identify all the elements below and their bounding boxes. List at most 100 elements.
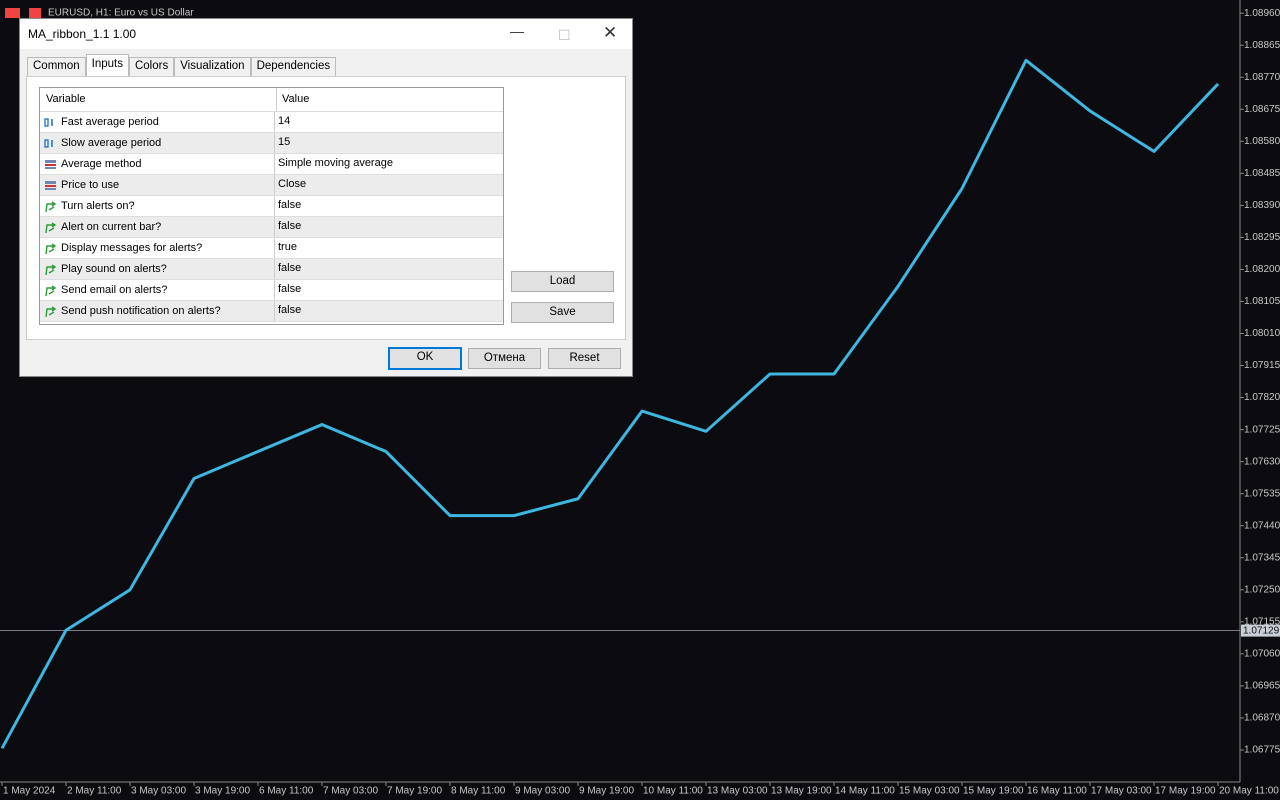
x-tick-label: 20 May 11:00 <box>1219 786 1279 797</box>
input-row[interactable]: Turn alerts on? false <box>40 196 503 217</box>
x-tick-label: 15 May 03:00 <box>899 786 960 797</box>
x-tick-label: 17 May 03:00 <box>1091 786 1152 797</box>
dialog-title: MA_ribbon_1.1 1.00 <box>28 27 137 41</box>
x-tick-label: 16 May 11:00 <box>1027 786 1087 797</box>
value[interactable]: Simple moving average <box>278 157 393 169</box>
input-row[interactable]: Slow average period 15 <box>40 133 503 154</box>
y-tick-label: 1.08770 <box>1244 72 1280 83</box>
bool-icon <box>45 284 57 296</box>
x-tick-label: 7 May 03:00 <box>323 786 378 797</box>
x-tick-label: 13 May 19:00 <box>771 786 832 797</box>
dialog: MA_ribbon_1.1 1.00 — ☐ ✕ Common Inputs C… <box>19 18 633 377</box>
maximize[interactable]: ☐ <box>558 27 571 43</box>
variable-cell: Price to use <box>40 175 275 195</box>
tabs: Common Inputs Colors Visualization Depen… <box>27 54 337 77</box>
tab[interactable]: Visualization <box>174 57 251 76</box>
bool-icon <box>45 305 57 317</box>
value[interactable]: Close <box>278 178 307 190</box>
y-tick-label: 1.08580 <box>1244 136 1280 147</box>
x-tick-label: 2 May 11:00 <box>67 786 122 797</box>
inputs-panel: Variable Value Fast average period 14 Slow … <box>26 76 626 340</box>
variable: Display messages for alerts? <box>61 241 203 254</box>
value[interactable]: true <box>278 241 297 253</box>
variable-cell: Slow average period <box>40 133 275 153</box>
value[interactable]: false <box>278 262 302 274</box>
y-tick-label: 1.06965 <box>1244 681 1280 692</box>
input-row[interactable]: Fast average period 14 <box>40 112 503 133</box>
y-tick-label: 1.07535 <box>1244 488 1280 499</box>
y-tick-label: 1.08010 <box>1244 328 1280 339</box>
title-bar: MA_ribbon_1.1 1.00 — ☐ ✕ <box>20 19 632 49</box>
input-row[interactable]: Send push notification on alerts? false <box>40 301 503 322</box>
x-tick-label: 10 May 11:00 <box>643 786 703 797</box>
value[interactable]: false <box>278 199 302 211</box>
input-row[interactable]: Price to use Close <box>40 175 503 196</box>
x-tick-label: 15 May 19:00 <box>963 786 1024 797</box>
variable-cell: Display messages for alerts? <box>40 238 275 258</box>
variable: Send email on alerts? <box>61 283 168 296</box>
y-tick-label: 1.07630 <box>1244 456 1280 467</box>
value[interactable]: false <box>278 304 302 316</box>
y-tick-label: 1.07250 <box>1244 584 1280 595</box>
input-row[interactable]: Send email on alerts? false <box>40 280 503 301</box>
cancel-button[interactable]: Отмена <box>468 348 541 369</box>
y-tick-label: 1.08485 <box>1244 168 1280 179</box>
variable: Alert on current bar? <box>61 220 162 233</box>
input-row[interactable]: Play sound on alerts? false <box>40 259 503 280</box>
y-tick-label: 1.07345 <box>1244 552 1280 563</box>
input-row[interactable]: Alert on current bar? false <box>40 217 503 238</box>
x-tick-label: 8 May 11:00 <box>451 786 506 797</box>
x-tick-label: 3 May 19:00 <box>195 786 250 797</box>
value[interactable]: false <box>278 283 302 295</box>
tab[interactable]: Inputs <box>85 54 129 77</box>
ok-button[interactable]: OK <box>388 347 462 370</box>
current-price-label: 1.07129 <box>1243 625 1280 636</box>
variable: Turn alerts on? <box>61 199 135 212</box>
x-tick-label: 7 May 19:00 <box>387 786 442 797</box>
value[interactable]: false <box>278 220 302 232</box>
current-price-box <box>1241 624 1280 637</box>
variable: Average method <box>61 157 142 170</box>
tab[interactable]: Colors <box>128 57 175 76</box>
variable-cell: Alert on current bar? <box>40 217 275 237</box>
load-button[interactable]: Load <box>511 271 614 292</box>
tab[interactable]: Dependencies <box>250 57 337 76</box>
window-title: EURUSD, H1: Euro vs US Dollar <box>48 8 194 19</box>
variable: Play sound on alerts? <box>61 262 167 275</box>
close[interactable]: ✕ <box>603 23 618 42</box>
input-row[interactable]: Display messages for alerts? true <box>40 238 503 259</box>
bool-icon <box>45 221 57 233</box>
y-tick-label: 1.07060 <box>1244 649 1280 660</box>
y-tick-label: 1.08295 <box>1244 232 1280 243</box>
y-tick-label: 1.07915 <box>1244 360 1280 371</box>
header-row: Variable Value <box>40 88 503 112</box>
header: Value <box>282 93 310 105</box>
y-tick-label: 1.08200 <box>1244 264 1280 275</box>
int-icon <box>44 117 53 127</box>
ma-ribbon <box>0 58 1220 750</box>
y-tick-label: 1.07820 <box>1244 392 1280 403</box>
enum-icon <box>45 180 56 190</box>
variable-cell: Fast average period <box>40 112 275 132</box>
x-tick-label: 1 May 2024 <box>3 786 56 797</box>
y-tick-label: 1.07725 <box>1244 424 1280 435</box>
save-button[interactable]: Save <box>511 302 614 323</box>
value[interactable]: 14 <box>278 115 291 127</box>
value[interactable]: 15 <box>278 136 291 148</box>
variable: Fast average period <box>61 115 159 128</box>
input-row[interactable]: Average method Simple moving average <box>40 154 503 175</box>
app-icon <box>5 8 20 18</box>
tab[interactable]: Common <box>27 57 86 76</box>
y-tick-label: 1.08390 <box>1244 200 1280 211</box>
y-tick-label: 1.06775 <box>1244 745 1280 756</box>
variable-cell: Send email on alerts? <box>40 280 275 300</box>
x-tick-label: 6 May 11:00 <box>259 786 314 797</box>
bool-icon <box>45 263 57 275</box>
minimize[interactable]: — <box>510 23 524 39</box>
variable-cell: Send push notification on alerts? <box>40 301 275 321</box>
variable-cell: Play sound on alerts? <box>40 259 275 279</box>
x-tick-label: 14 May 11:00 <box>835 786 895 797</box>
bool-icon <box>45 200 57 212</box>
reset-button[interactable]: Reset <box>548 348 621 369</box>
